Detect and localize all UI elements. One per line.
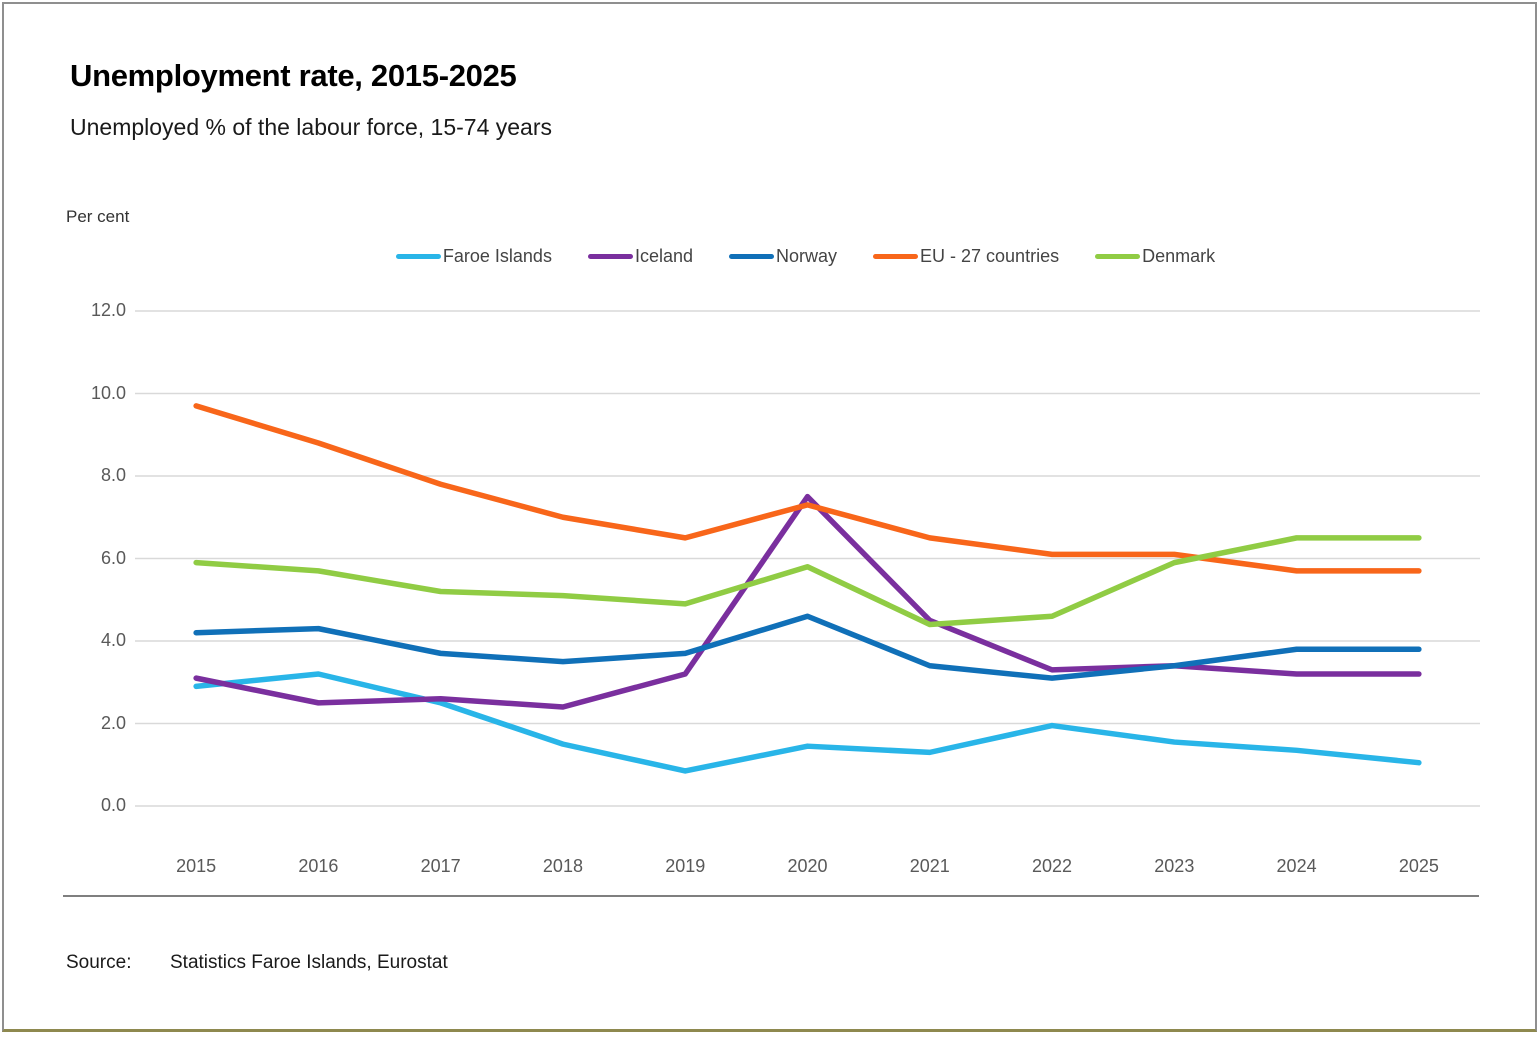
y-tick-label: 10.0 [90, 382, 126, 403]
x-tick-label: 2021 [909, 856, 950, 876]
x-tick-label: 2015 [176, 856, 217, 876]
footer-divider [63, 895, 1479, 897]
y-tick-label: 2.0 [100, 712, 126, 733]
source-text: Statistics Faroe Islands, Eurostat [170, 952, 448, 973]
chart-title: Unemployment rate, 2015-2025 [70, 58, 517, 93]
y-tick-label: 6.0 [100, 547, 126, 568]
series-line-denmark [193, 535, 1422, 628]
legend-item-iceland: Iceland [587, 246, 693, 267]
legend-label: Norway [776, 246, 838, 266]
legend-item-eu-27-countries: EU - 27 countries [873, 246, 1059, 267]
legend-label: Iceland [634, 246, 693, 266]
series-line-norway [193, 613, 1422, 681]
legend-swatch [587, 254, 633, 259]
legend-swatch [1095, 254, 1141, 259]
series-line-iceland [193, 493, 1422, 710]
legend-swatch [729, 254, 774, 259]
legend-label: EU - 27 countries [920, 246, 1060, 266]
y-axis-unit-label: Per cent [66, 207, 130, 226]
x-tick-label: 2025 [1398, 856, 1439, 876]
x-tick-label: 2016 [298, 856, 339, 876]
chart-subtitle: Unemployed % of the labour force, 15-74 … [70, 114, 552, 140]
x-tick-label: 2018 [542, 856, 583, 876]
y-tick-label: 12.0 [90, 300, 126, 320]
x-tick-label: 2017 [420, 856, 461, 876]
x-tick-label: 2020 [787, 856, 828, 876]
legend-swatch [395, 254, 441, 259]
legend-item-faroe-islands: Faroe Islands [395, 246, 552, 267]
y-tick-label: 4.0 [100, 630, 126, 650]
x-tick-label: 2019 [665, 856, 706, 876]
x-tick-label: 2024 [1276, 856, 1317, 876]
series-line-eu-27-countries [193, 403, 1422, 574]
legend-item-denmark: Denmark [1095, 246, 1215, 267]
chart-legend: Faroe Islands Iceland Norway EU - 27 countr… [133, 246, 1478, 267]
x-tick-label: 2022 [1032, 856, 1073, 876]
y-tick-label: 8.0 [100, 465, 126, 485]
series-line-faroe-islands [193, 671, 1422, 774]
legend-item-norway: Norway [729, 246, 837, 267]
source-row: Source: Statistics Faroe Islands, Eurosta… [66, 952, 448, 974]
source-label: Source: [66, 952, 132, 973]
x-tick-label: 2023 [1154, 856, 1195, 876]
legend-label: Faroe Islands [442, 246, 552, 266]
y-tick-label: 0.0 [100, 795, 126, 815]
legend-label: Denmark [1142, 246, 1216, 266]
legend-swatch [873, 254, 919, 259]
